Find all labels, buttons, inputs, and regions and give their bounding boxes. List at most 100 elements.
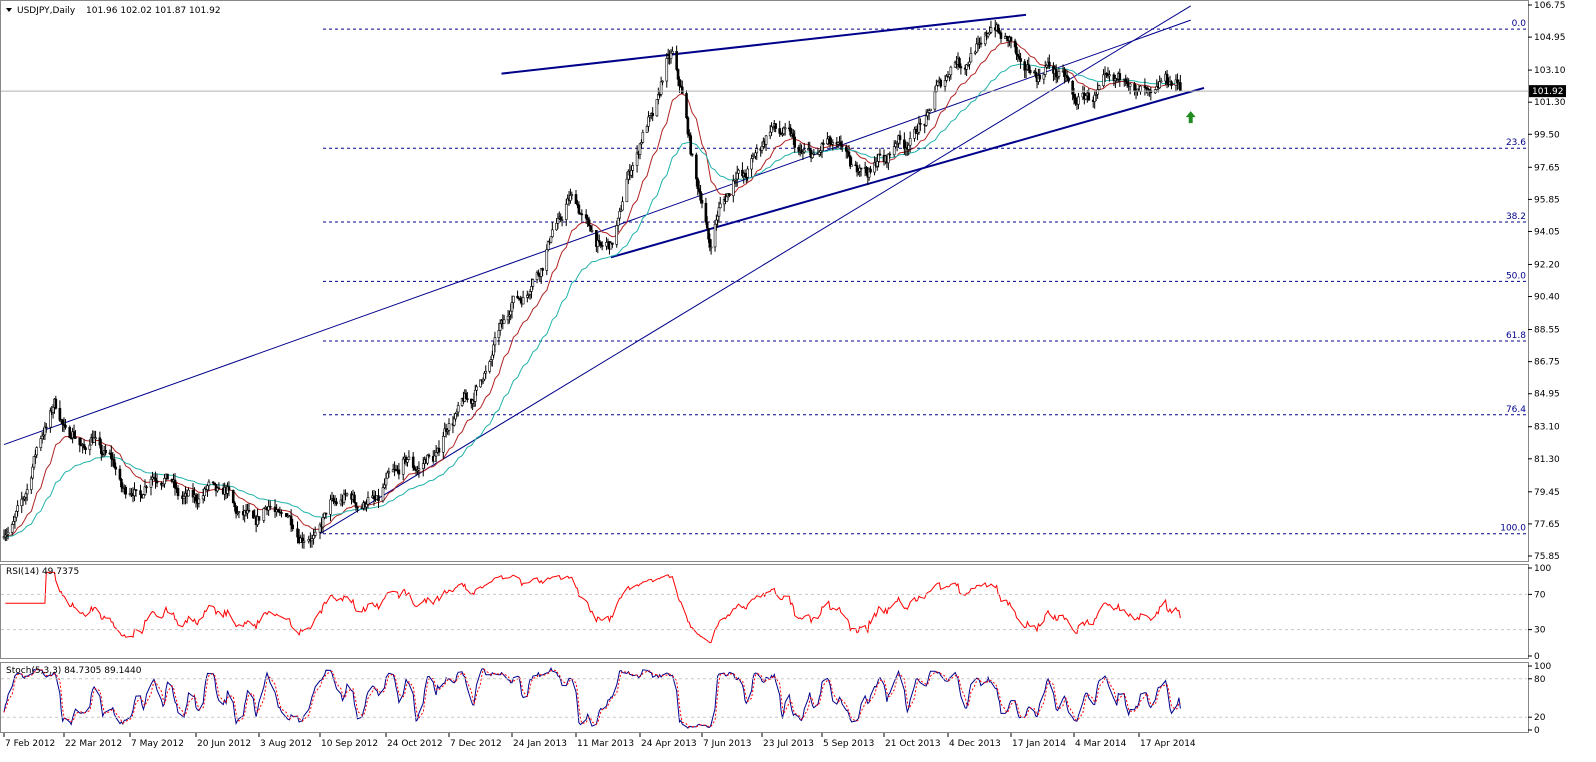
price-bar [611, 242, 614, 248]
price-bar [427, 453, 431, 459]
price-bar [556, 213, 560, 230]
price-bar [312, 528, 315, 545]
stoch-pane[interactable] [0, 662, 1529, 733]
rsi-pane[interactable] [0, 564, 1529, 659]
price-bar [74, 430, 77, 439]
price-bar [211, 481, 215, 486]
price-bar [844, 144, 848, 159]
time-tick-label: 23 Jul 2013 [763, 739, 814, 749]
price-bar [434, 444, 438, 463]
price-tick-label: 99.50 [1534, 130, 1560, 140]
price-bar [155, 473, 159, 488]
price-bar [366, 491, 370, 509]
price-bar [397, 462, 401, 480]
price-bar [793, 130, 797, 153]
price-bar [1057, 68, 1061, 80]
last-price-tag: 101.92 [1529, 85, 1566, 98]
price-bar [345, 492, 349, 497]
price-bar [166, 473, 169, 480]
price-bar [690, 153, 694, 157]
price-bar [580, 209, 584, 222]
trendline-channel_lower [319, 5, 1191, 535]
fib-label: 61.8 [1506, 331, 1526, 341]
price-bar [411, 452, 415, 471]
price-bar [88, 438, 92, 456]
price-bar [764, 134, 768, 151]
price-bar [1038, 68, 1042, 82]
price-axis[interactable]: 106.75 104.95 103.10 101.30 99.50 97.65 95.85 9… [1528, 1, 1566, 562]
price-bar [1028, 66, 1032, 75]
price-bar [100, 439, 103, 461]
price-bar [321, 513, 325, 534]
price-bar [257, 516, 261, 525]
price-bar [417, 461, 421, 478]
price-bar [587, 216, 591, 227]
price-bar [659, 76, 663, 97]
price-bar [651, 107, 654, 122]
time-axis[interactable]: 7 Feb 2012 22 Mar 2012 7 May 2012 20 Jun 20… [3, 733, 1196, 749]
price-bar [877, 153, 880, 168]
price-bar [276, 508, 280, 513]
price-bar [685, 90, 688, 120]
osc-tick-label: 0 [1534, 652, 1540, 662]
price-bar [187, 487, 190, 497]
price-bar [313, 526, 317, 538]
osc-tick-label: 70 [1534, 590, 1546, 600]
price-bar [1009, 36, 1013, 49]
price-pane[interactable] [0, 0, 1529, 562]
price-bar [142, 493, 145, 499]
price-bar [237, 511, 241, 519]
price-bar [929, 108, 932, 112]
rsi-label: RSI(14) 49.7375 [6, 567, 79, 577]
price-bar [935, 79, 938, 93]
price-bar [353, 491, 356, 504]
price-bar [1108, 70, 1111, 82]
rsi-line [5, 571, 1181, 644]
symbol-label: USDJPY,Daily [17, 6, 76, 16]
stoch-signal-line [3, 668, 1181, 728]
price-bar [933, 86, 937, 112]
price-bar [531, 278, 535, 290]
time-tick-label: 10 Sep 2012 [321, 739, 378, 749]
price-bar [551, 221, 554, 238]
price-bar [676, 68, 680, 87]
price-bar [456, 401, 460, 417]
time-tick-label: 21 Oct 2013 [885, 739, 941, 749]
price-tick-label: 83.10 [1534, 423, 1560, 433]
price-bar [291, 518, 295, 532]
price-bar [516, 290, 519, 299]
price-bar [778, 120, 782, 137]
price-bar [850, 157, 853, 167]
price-bar [267, 499, 270, 516]
price-bar [387, 467, 391, 478]
price-bar [268, 500, 272, 511]
osc-tick-label: 100 [1534, 662, 1551, 672]
time-tick-label: 24 Oct 2012 [387, 739, 443, 749]
price-bar [406, 459, 409, 467]
price-bar [512, 295, 515, 309]
time-tick-label: 5 Sep 2013 [823, 739, 874, 749]
green-up-arrow-icon [1185, 111, 1196, 124]
price-bar [655, 99, 659, 117]
trendline-upper_wedge [501, 13, 1027, 75]
price-bar [134, 489, 138, 497]
price-bar [927, 108, 931, 121]
stochastic-lines [3, 667, 1181, 729]
price-tick-label: 81.30 [1534, 455, 1560, 465]
price-bar [114, 462, 117, 476]
price-bar [426, 454, 429, 466]
price-bar [437, 440, 441, 457]
dropdown-triangle-icon[interactable] [6, 8, 12, 12]
price-bar [570, 191, 574, 200]
price-bar [949, 65, 953, 80]
price-bar [1097, 84, 1101, 91]
price-bar [1170, 80, 1173, 90]
price-bar [936, 80, 940, 87]
price-bar [621, 196, 624, 211]
price-bar [1128, 82, 1132, 95]
last-price-text: 101.92 [1532, 87, 1564, 97]
price-tick-label: 104.95 [1534, 33, 1566, 43]
price-bar [176, 485, 180, 500]
price-bar [273, 499, 277, 518]
